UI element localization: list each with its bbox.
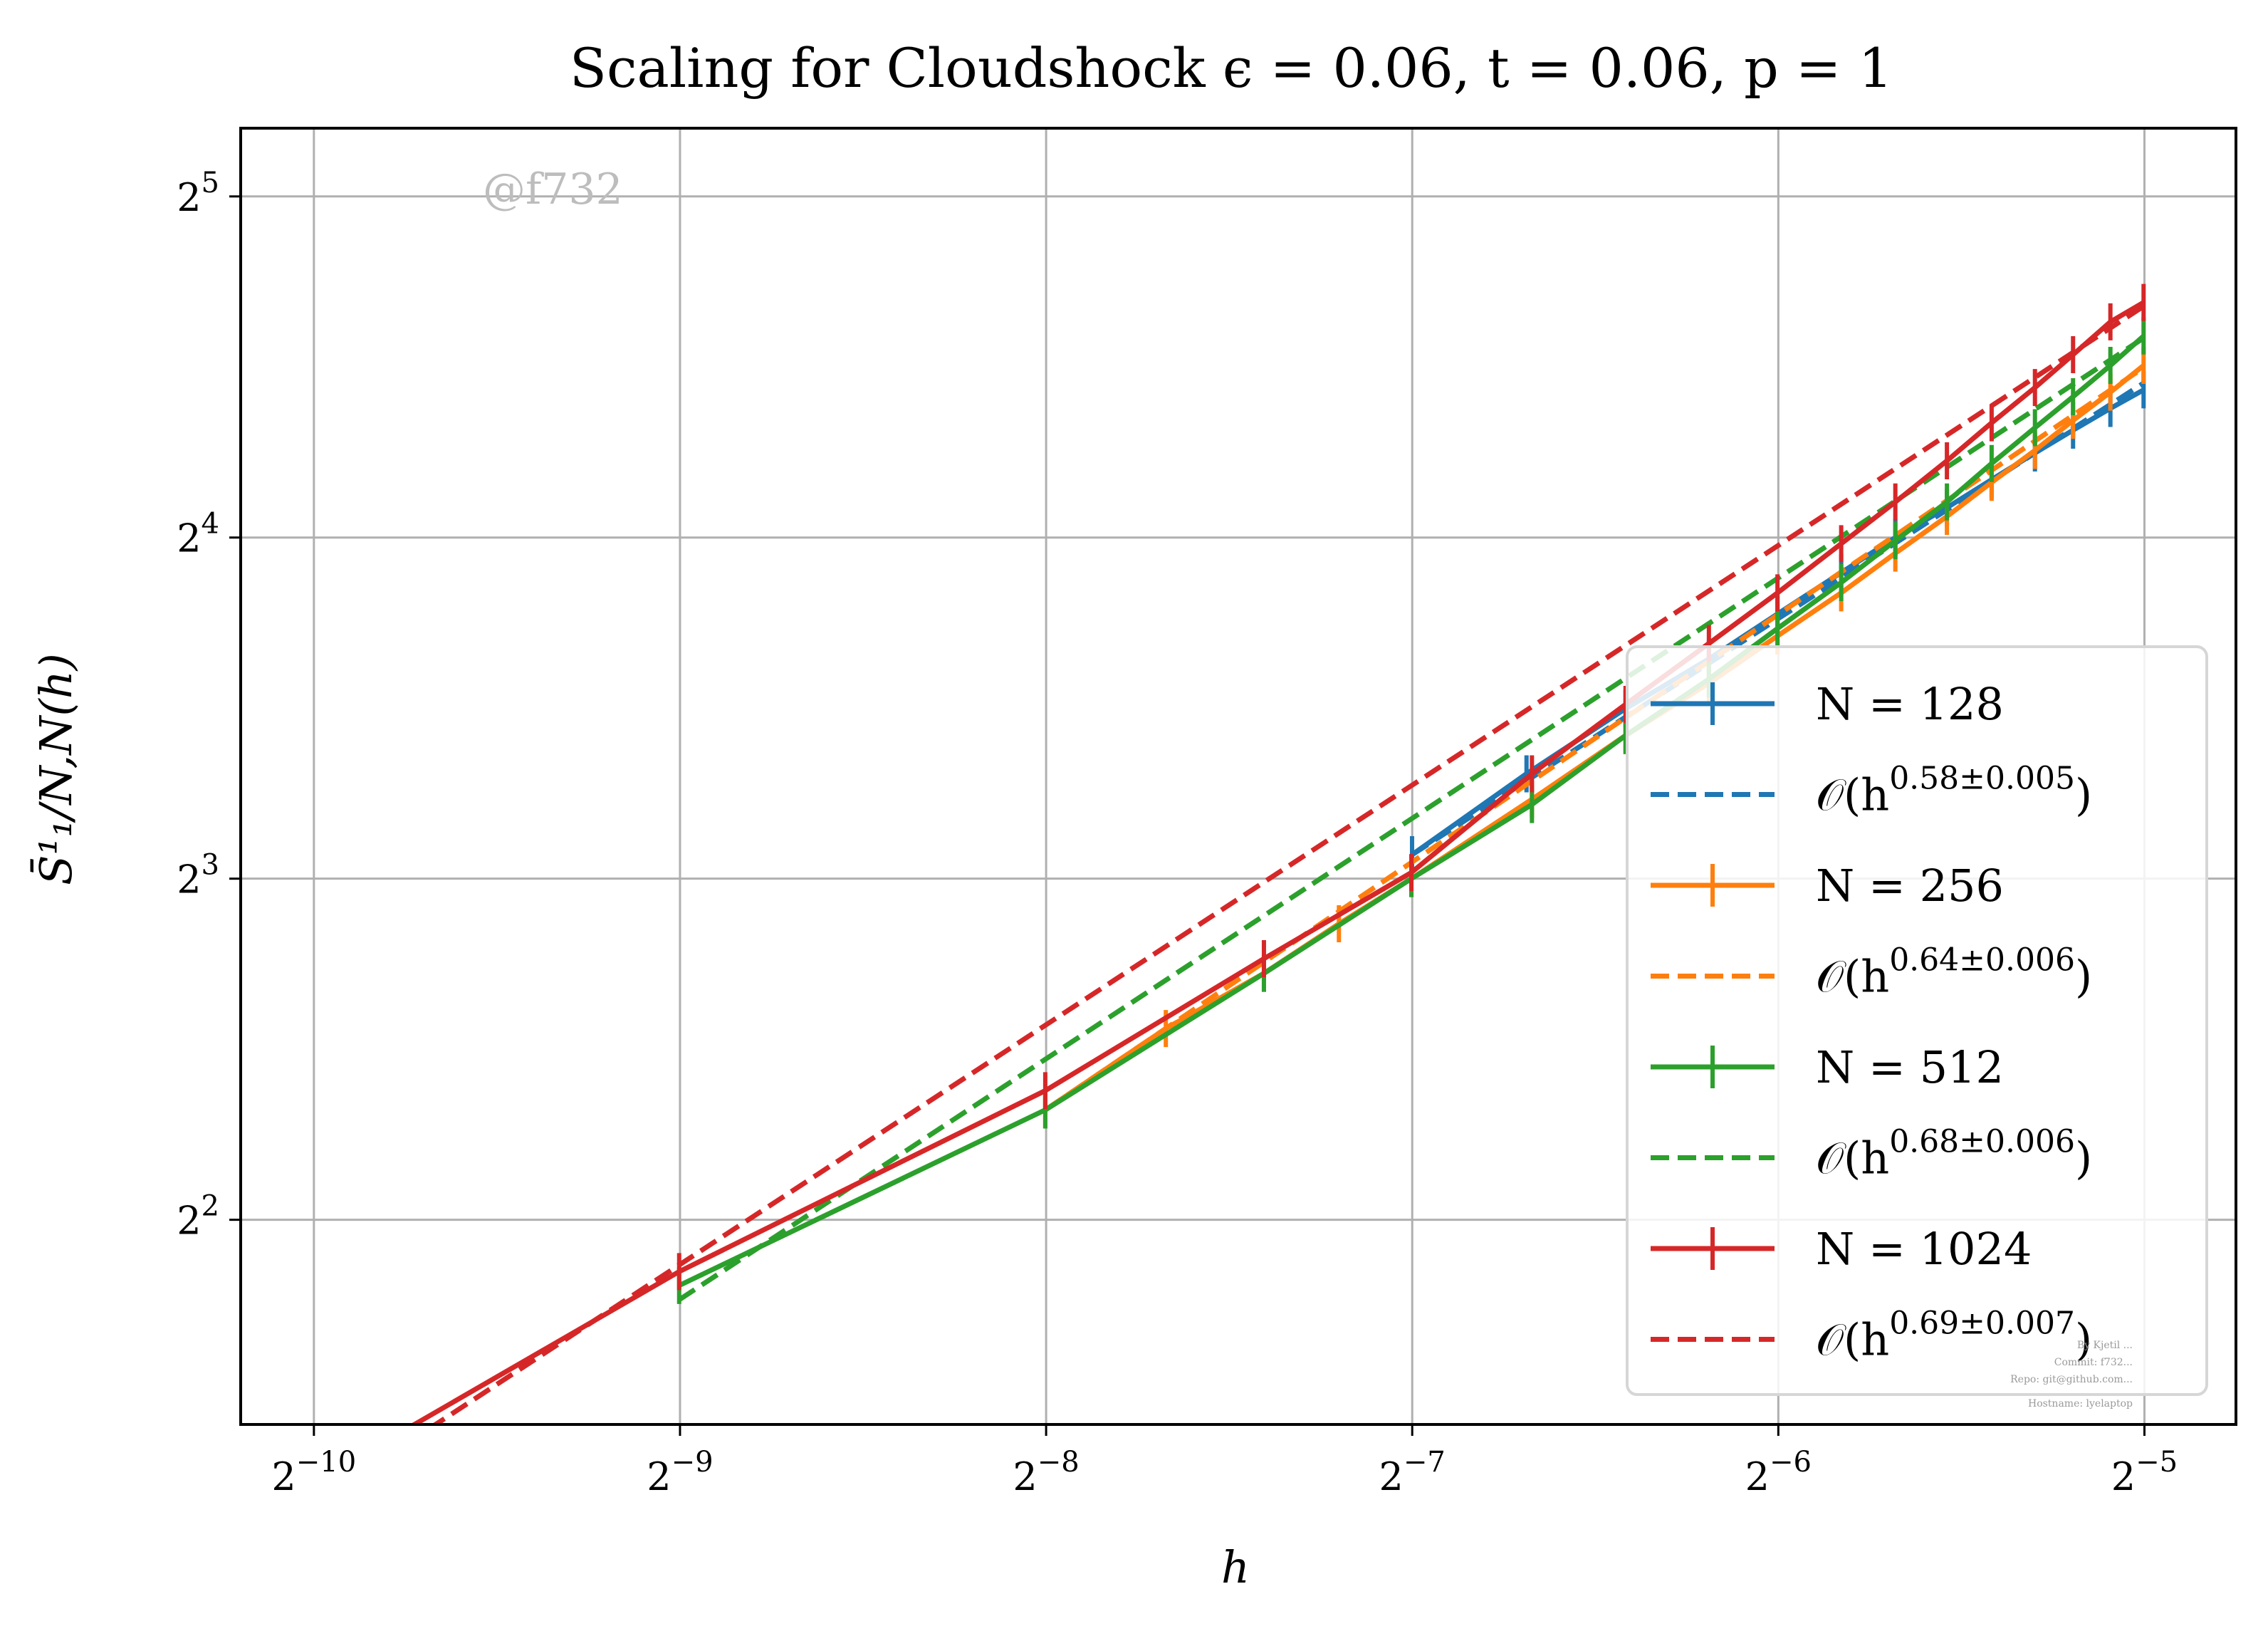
- legend-box: [1626, 645, 2208, 1396]
- fit-line: [431, 304, 2146, 1424]
- watermark: @f732: [483, 165, 623, 214]
- y-tick-label: 25: [177, 167, 219, 220]
- x-tick-label: 2−9: [647, 1446, 713, 1499]
- x-tick-label: 2−5: [2111, 1446, 2178, 1499]
- legend-label: N = 128: [1816, 678, 2004, 730]
- series-line: [678, 334, 2146, 1288]
- fit-line: [677, 335, 2146, 1302]
- footer-line: Hostname: lyelaptop: [2028, 1398, 2133, 1409]
- legend-label: 𝒪(h0.58±0.005): [1816, 761, 2092, 821]
- plot-frame: [239, 127, 2237, 1426]
- legend-label: N = 512: [1816, 1041, 2004, 1093]
- y-tick-label: 23: [177, 849, 219, 902]
- legend-label: N = 1024: [1816, 1223, 2032, 1275]
- x-tick-label: 2−7: [1379, 1446, 1446, 1499]
- x-tick-label: 2−6: [1745, 1446, 1812, 1499]
- series-layer: [409, 283, 2146, 1424]
- chart-title: Scaling for Cloudshock ϵ = 0.06, t = 0.0…: [570, 36, 1893, 100]
- x-tick-label: 2−10: [271, 1446, 356, 1499]
- x-tick-label: 2−8: [1013, 1446, 1079, 1499]
- y-axis-label: S̄¹₁/N,N(h): [30, 653, 82, 885]
- fit-line: [1043, 365, 2146, 1112]
- legend-label: 𝒪(h0.69±0.007): [1816, 1306, 2092, 1366]
- tick-layer: 2−10 2−9 2−8 2−7 2−6 2−5 22 23 24 25: [177, 167, 2178, 1499]
- footer-line: Repo: git@github.com...: [2010, 1374, 2133, 1385]
- footer-line: Commit: f732...: [2054, 1357, 2133, 1368]
- legend: N = 128 𝒪(h0.58±0.005) N = 256 𝒪(h0.64±0.00…: [1626, 645, 2208, 1396]
- y-tick-label: 22: [177, 1190, 219, 1244]
- legend-label: N = 256: [1816, 860, 2004, 912]
- legend-label: 𝒪(h0.68±0.006): [1816, 1124, 2092, 1184]
- y-tick-label: 24: [177, 508, 219, 561]
- x-axis-label: h: [1221, 1541, 1250, 1593]
- footer-notes: By Kjetil ... Commit: f732... Repo: git@…: [2010, 1340, 2133, 1409]
- legend-items: N = 128 𝒪(h0.58±0.005) N = 256 𝒪(h0.64±0.00…: [1651, 678, 2092, 1366]
- footer-line: By Kjetil ...: [2077, 1340, 2133, 1351]
- legend-label: 𝒪(h0.64±0.006): [1816, 942, 2092, 1003]
